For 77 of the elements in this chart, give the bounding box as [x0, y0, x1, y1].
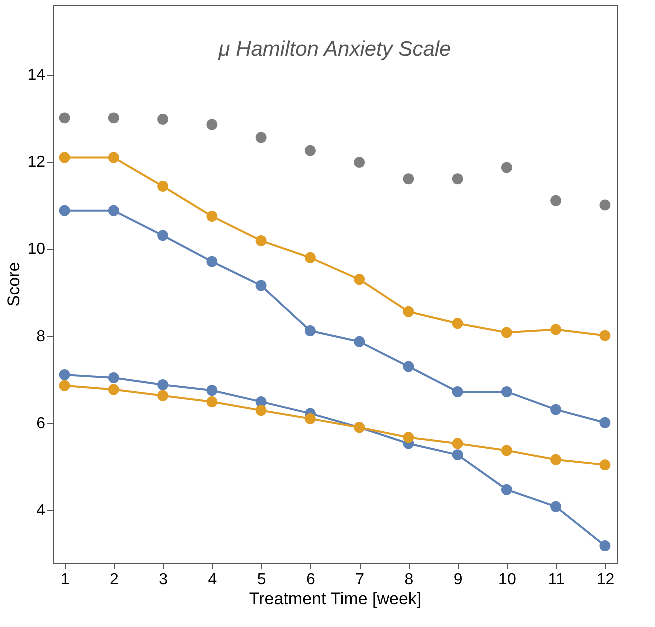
point [206, 119, 218, 130]
y-axis-title: Score [4, 262, 24, 307]
point [600, 200, 611, 211]
point [354, 157, 366, 168]
point [550, 195, 562, 206]
point [550, 501, 562, 512]
point [59, 205, 70, 216]
x-axis-title: Treatment Time [week] [249, 590, 422, 608]
point [354, 336, 366, 348]
point [108, 372, 120, 384]
y-tick-label: 4 [36, 502, 46, 520]
x-tick-label: 9 [454, 572, 463, 588]
point [403, 432, 414, 444]
x-tick-label: 4 [208, 572, 218, 588]
point [501, 327, 512, 338]
y-tick-label: 8 [36, 328, 46, 346]
point [206, 396, 218, 408]
point [158, 181, 169, 192]
point [158, 230, 169, 242]
point [256, 132, 267, 144]
x-tick-label: 8 [404, 572, 414, 588]
point [403, 174, 414, 185]
x-tick-label: 1 [60, 572, 70, 588]
point [304, 145, 316, 156]
x-tick-label: 10 [498, 572, 516, 588]
y-tick-label: 14 [28, 67, 46, 84]
point [452, 318, 464, 330]
point [354, 274, 366, 286]
point [452, 438, 464, 450]
point [108, 205, 120, 216]
point [600, 330, 611, 342]
y-tick-label: 10 [28, 241, 46, 258]
point [206, 256, 218, 268]
point [452, 450, 464, 461]
point [108, 384, 120, 396]
point [501, 445, 512, 456]
x-tick-label: 11 [548, 572, 565, 588]
point [206, 211, 218, 222]
point [600, 540, 611, 552]
point [256, 280, 267, 292]
point [108, 152, 120, 164]
point [59, 112, 70, 124]
point [256, 396, 267, 408]
point [452, 174, 464, 185]
point [59, 152, 70, 164]
point [501, 162, 512, 174]
x-tick-label: 6 [306, 572, 316, 588]
point [304, 326, 316, 336]
point [550, 404, 562, 416]
point [550, 454, 562, 466]
point [206, 385, 218, 396]
point [403, 306, 414, 318]
x-tick-label: 5 [257, 572, 266, 588]
point [304, 252, 316, 264]
point [158, 380, 169, 390]
point [452, 386, 464, 398]
point [550, 324, 562, 336]
x-tick-label: 2 [110, 572, 119, 588]
y-tick-label: 12 [28, 154, 46, 172]
point [501, 484, 512, 496]
point [403, 361, 414, 372]
x-tick-label: 3 [159, 572, 168, 588]
point [158, 390, 169, 402]
point [59, 380, 70, 392]
point [600, 460, 611, 471]
point [304, 413, 316, 424]
point [158, 114, 169, 125]
point [108, 112, 120, 124]
x-tick-label: 12 [596, 572, 615, 588]
x-tick-label: 7 [356, 572, 365, 588]
point [59, 370, 70, 380]
point [256, 405, 267, 416]
point [600, 417, 611, 428]
point [256, 235, 267, 246]
point [501, 386, 512, 398]
y-tick-label: 6 [36, 415, 46, 432]
text: μ Hamilton Anxiety Scale [218, 38, 452, 61]
